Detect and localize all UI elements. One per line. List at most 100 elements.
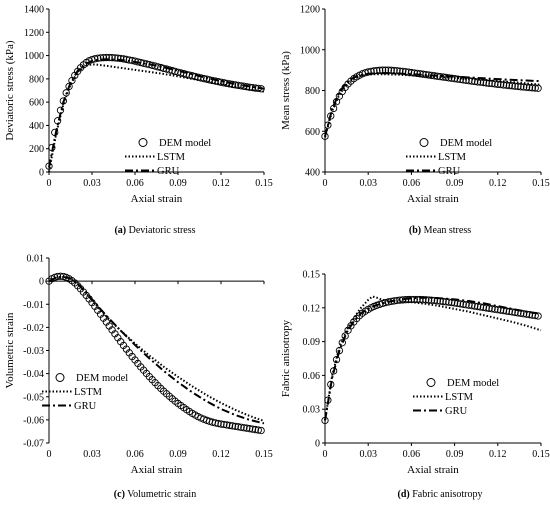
x-tick-label: 0.06 bbox=[126, 178, 144, 189]
data-point-dem bbox=[525, 83, 534, 92]
chart-panel-0: 0 200 400 600 800 1000 1200 1400 0 0.03 0.06 0.09 0.… bbox=[4, 5, 273, 237]
data-point-dem bbox=[228, 422, 237, 430]
y-axis-label: Volumetric strain bbox=[4, 312, 16, 388]
legend-label: DEM model bbox=[76, 373, 128, 384]
series-line-lstm bbox=[48, 63, 265, 173]
chart-panel-3: 0 0.03 0.06 0.09 0.12 0.15 0 0.03 0.06 0.09 0.12 0.… bbox=[280, 270, 550, 501]
x-tick-label: 0.03 bbox=[83, 178, 101, 189]
data-point-dem bbox=[257, 426, 265, 435]
data-point-dem bbox=[528, 84, 537, 92]
y-tick-label: 600 bbox=[29, 98, 44, 109]
caption-text: Mean stress bbox=[421, 225, 471, 236]
series-line-gru bbox=[324, 296, 542, 421]
x-tick-label: 0.09 bbox=[169, 449, 187, 460]
data-point-dem bbox=[511, 82, 519, 90]
x-axis-label: Axial strain bbox=[407, 193, 459, 205]
series-line-lstm bbox=[48, 275, 265, 422]
data-point-dem bbox=[468, 77, 476, 85]
data-point-dem bbox=[243, 424, 251, 432]
data-point-dem bbox=[220, 420, 228, 429]
data-point-dem bbox=[456, 75, 465, 84]
series-line-gru bbox=[48, 58, 265, 168]
data-point-dem bbox=[488, 79, 496, 88]
x-tick-label: 0 bbox=[47, 449, 52, 460]
data-point-dem bbox=[376, 66, 384, 74]
legend-label: LSTM bbox=[157, 152, 186, 163]
data-point-dem bbox=[254, 426, 262, 434]
y-tick-label: -0.07 bbox=[23, 439, 44, 450]
data-point-dem bbox=[246, 425, 254, 433]
x-tick-label: 0.09 bbox=[446, 449, 464, 460]
y-tick-label: 0.15 bbox=[303, 270, 321, 281]
data-point-dem bbox=[119, 55, 128, 63]
data-point-dem bbox=[332, 355, 341, 364]
x-tick-label: 0.06 bbox=[403, 449, 421, 460]
y-tick-label: 1000 bbox=[300, 45, 320, 56]
data-point-dem bbox=[225, 421, 234, 430]
data-point-dem bbox=[96, 54, 105, 62]
data-point-dem bbox=[505, 307, 513, 316]
x-tick-label: 0.03 bbox=[359, 449, 377, 460]
data-point-dem bbox=[108, 54, 116, 62]
data-point-dem bbox=[234, 81, 242, 90]
data-point-dem bbox=[407, 68, 416, 77]
chart-panel-2: -0.07 -0.06 -0.05 -0.04 -0.03 -0.02 -0.01 0 0.01… bbox=[4, 254, 273, 501]
data-point-dem bbox=[520, 83, 528, 91]
data-point-dem bbox=[234, 423, 242, 431]
data-point-dem bbox=[91, 55, 99, 63]
x-tick-label: 0.12 bbox=[212, 178, 230, 189]
y-tick-label: 0.12 bbox=[303, 303, 321, 314]
y-axis-label: Deviatoric stress (kPa) bbox=[4, 40, 16, 141]
legend-label: DEM model bbox=[440, 138, 492, 149]
data-point-dem bbox=[102, 53, 110, 62]
legend-label: GRU bbox=[74, 401, 97, 412]
series-line-gru bbox=[324, 72, 542, 137]
legend-label: DEM model bbox=[159, 138, 211, 149]
x-tick-label: 0.12 bbox=[489, 449, 507, 460]
x-tick-label: 0.09 bbox=[169, 178, 187, 189]
data-point-dem bbox=[341, 332, 349, 340]
y-tick-label: 200 bbox=[29, 144, 44, 155]
data-point-dem bbox=[94, 54, 102, 62]
data-point-dem bbox=[401, 296, 410, 304]
data-point-dem bbox=[508, 308, 516, 316]
y-tick-label: 800 bbox=[29, 74, 44, 85]
data-point-dem bbox=[413, 295, 421, 304]
data-point-dem bbox=[114, 54, 122, 62]
data-point-dem bbox=[522, 83, 531, 91]
y-tick-label: -0.03 bbox=[23, 346, 44, 357]
x-tick-label: 0.12 bbox=[212, 449, 230, 460]
data-point-dem bbox=[416, 295, 424, 304]
caption-letter: (d) bbox=[398, 489, 410, 500]
legend-label: LSTM bbox=[74, 387, 103, 398]
chart-panel-1: 400 600 800 1000 1200 0 0.03 0.06 0.09 0.12 0.15 Ax… bbox=[280, 5, 550, 237]
data-point-dem bbox=[117, 54, 125, 63]
data-point-dem bbox=[442, 298, 450, 306]
data-point-dem bbox=[404, 68, 413, 76]
data-point-dem bbox=[396, 296, 404, 304]
data-point-dem bbox=[214, 419, 222, 428]
x-tick-label: 0.06 bbox=[403, 178, 421, 189]
legend-label: LSTM bbox=[438, 152, 467, 163]
x-tick-label: 0.15 bbox=[255, 449, 273, 460]
x-tick-label: 0.15 bbox=[255, 178, 273, 189]
y-tick-label: 600 bbox=[305, 127, 320, 138]
data-point-dem bbox=[456, 300, 465, 308]
data-point-dem bbox=[99, 54, 108, 62]
y-tick-label: 800 bbox=[305, 86, 320, 97]
y-axis-label: Fabric anisotropy bbox=[280, 319, 292, 397]
legend-marker-dem bbox=[55, 373, 65, 382]
data-point-dem bbox=[505, 81, 513, 90]
x-tick-label: 0.12 bbox=[489, 178, 507, 189]
data-point-dem bbox=[494, 80, 502, 89]
y-tick-label: 1400 bbox=[24, 5, 44, 16]
x-tick-label: 0.03 bbox=[359, 178, 377, 189]
caption-letter: (b) bbox=[409, 225, 421, 236]
data-point-dem bbox=[211, 419, 219, 427]
y-tick-label: 0.01 bbox=[27, 254, 45, 265]
y-tick-label: 0.03 bbox=[303, 405, 321, 416]
panel-caption: (d) Fabric anisotropy bbox=[398, 489, 483, 500]
caption-letter: (c) bbox=[114, 489, 125, 500]
data-point-dem bbox=[111, 54, 119, 62]
caption-text: Volumetric strain bbox=[125, 489, 196, 500]
